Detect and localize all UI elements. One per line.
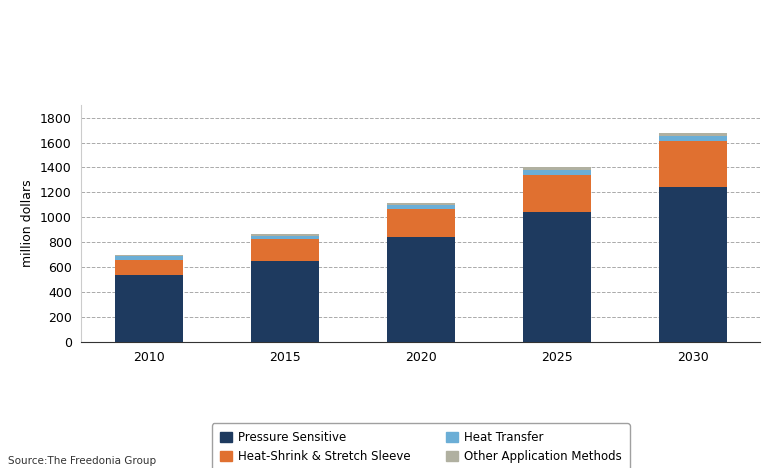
Bar [251,234,319,236]
Bar [116,255,183,256]
Bar [523,168,591,170]
Bar [387,237,455,342]
Y-axis label: million dollars: million dollars [21,180,34,267]
Bar [659,187,726,342]
Bar [251,236,319,239]
Bar [251,239,319,261]
Bar [116,275,183,342]
Bar [523,175,591,212]
Bar [387,205,455,209]
Text: (million dollars): (million dollars) [101,62,203,72]
Bar [387,209,455,237]
Bar [116,256,183,260]
Legend: Pressure Sensitive, Heat-Shrink & Stretch Sleeve, Heat Transfer, Other Applicati: Pressure Sensitive, Heat-Shrink & Stretc… [212,423,630,468]
Bar [251,261,319,342]
Bar [659,133,726,136]
Text: Freedonia: Freedonia [613,83,679,96]
Text: Source:The Freedonia Group: Source:The Freedonia Group [8,456,156,466]
Bar [523,170,591,175]
Text: Figure 4-4  |  Pharmaceutical Primary Packaging Label Demand by Application Meth: Figure 4-4 | Pharmaceutical Primary Pack… [8,17,650,29]
Bar [659,136,726,141]
Bar [387,203,455,205]
Bar [116,260,183,275]
Bar [523,212,591,342]
Bar [659,141,726,187]
